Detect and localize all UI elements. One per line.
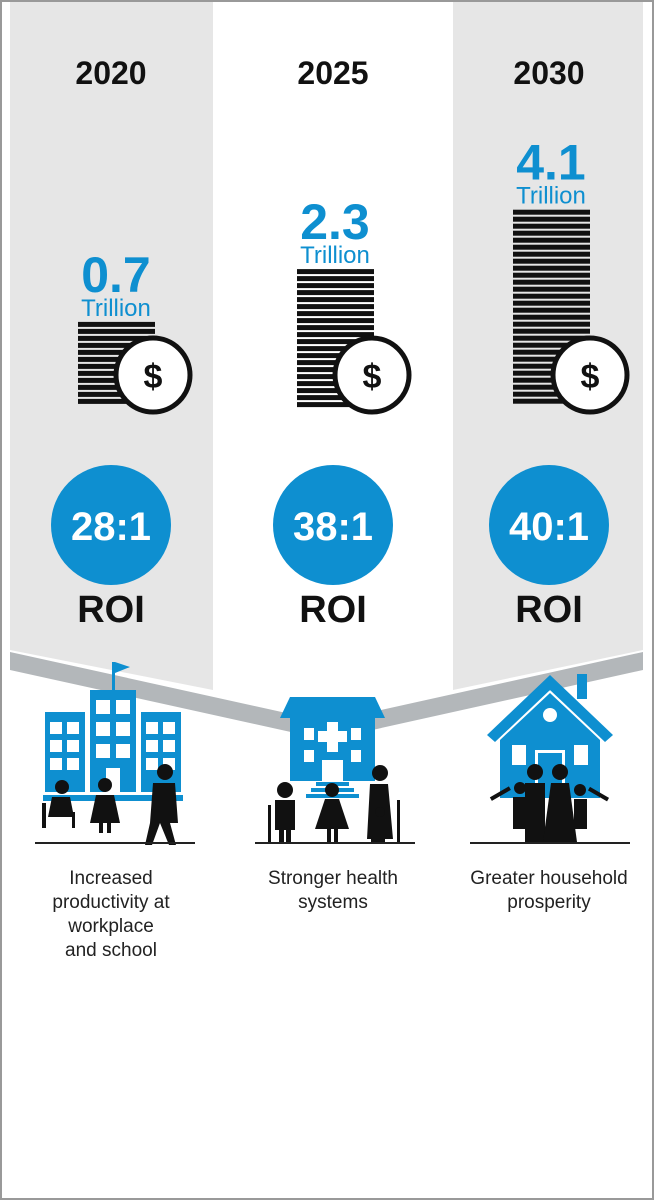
outcome: systems [298, 892, 368, 913]
coin [513, 245, 590, 250]
coin [513, 329, 590, 334]
coin [513, 231, 590, 236]
outcome: Greater household [470, 868, 627, 889]
coin [297, 304, 374, 309]
coin [297, 325, 374, 330]
currency: $ [144, 358, 163, 396]
coin [513, 210, 590, 215]
amount: 2.3 [300, 194, 370, 250]
coin [297, 318, 374, 323]
coin [513, 217, 590, 222]
coin [513, 301, 590, 306]
coin [513, 259, 590, 264]
coin [513, 252, 590, 257]
coin [513, 287, 590, 292]
coin [513, 224, 590, 229]
roi-label: ROI [515, 589, 583, 631]
amount: 0.7 [81, 247, 151, 303]
coin [513, 315, 590, 320]
currency: $ [581, 358, 600, 396]
outcome: productivity at [52, 892, 170, 913]
coin [513, 238, 590, 243]
coin [513, 266, 590, 271]
coin [513, 308, 590, 313]
roi-label: ROI [299, 589, 367, 631]
coin [297, 269, 374, 274]
year: 2020 [75, 55, 146, 91]
coin [78, 322, 155, 327]
coin [297, 311, 374, 316]
outcome: Stronger health [268, 868, 398, 889]
roi: 28:1 [71, 505, 151, 549]
coin [297, 332, 374, 337]
outcome: workplace [67, 916, 154, 937]
coin [297, 297, 374, 302]
coin [78, 329, 155, 334]
coin [513, 322, 590, 327]
coin [513, 294, 590, 299]
year: 2025 [297, 55, 368, 91]
outcome: and school [65, 940, 157, 961]
currency: $ [363, 358, 382, 396]
coin [513, 273, 590, 278]
amount: 4.1 [516, 135, 586, 191]
page: 2020$Trillion0.728:1ROIIncreasedproducti… [0, 0, 654, 1200]
infographic: 2020$Trillion0.728:1ROIIncreasedproducti… [0, 0, 654, 1200]
year: 2030 [513, 55, 584, 91]
coin [513, 280, 590, 285]
outcome: prosperity [507, 892, 591, 913]
roi: 38:1 [293, 505, 373, 549]
roi: 40:1 [509, 505, 589, 549]
outcome: Increased [69, 868, 152, 889]
coin [297, 276, 374, 281]
roi-label: ROI [77, 589, 145, 631]
coin [297, 283, 374, 288]
coin [297, 290, 374, 295]
